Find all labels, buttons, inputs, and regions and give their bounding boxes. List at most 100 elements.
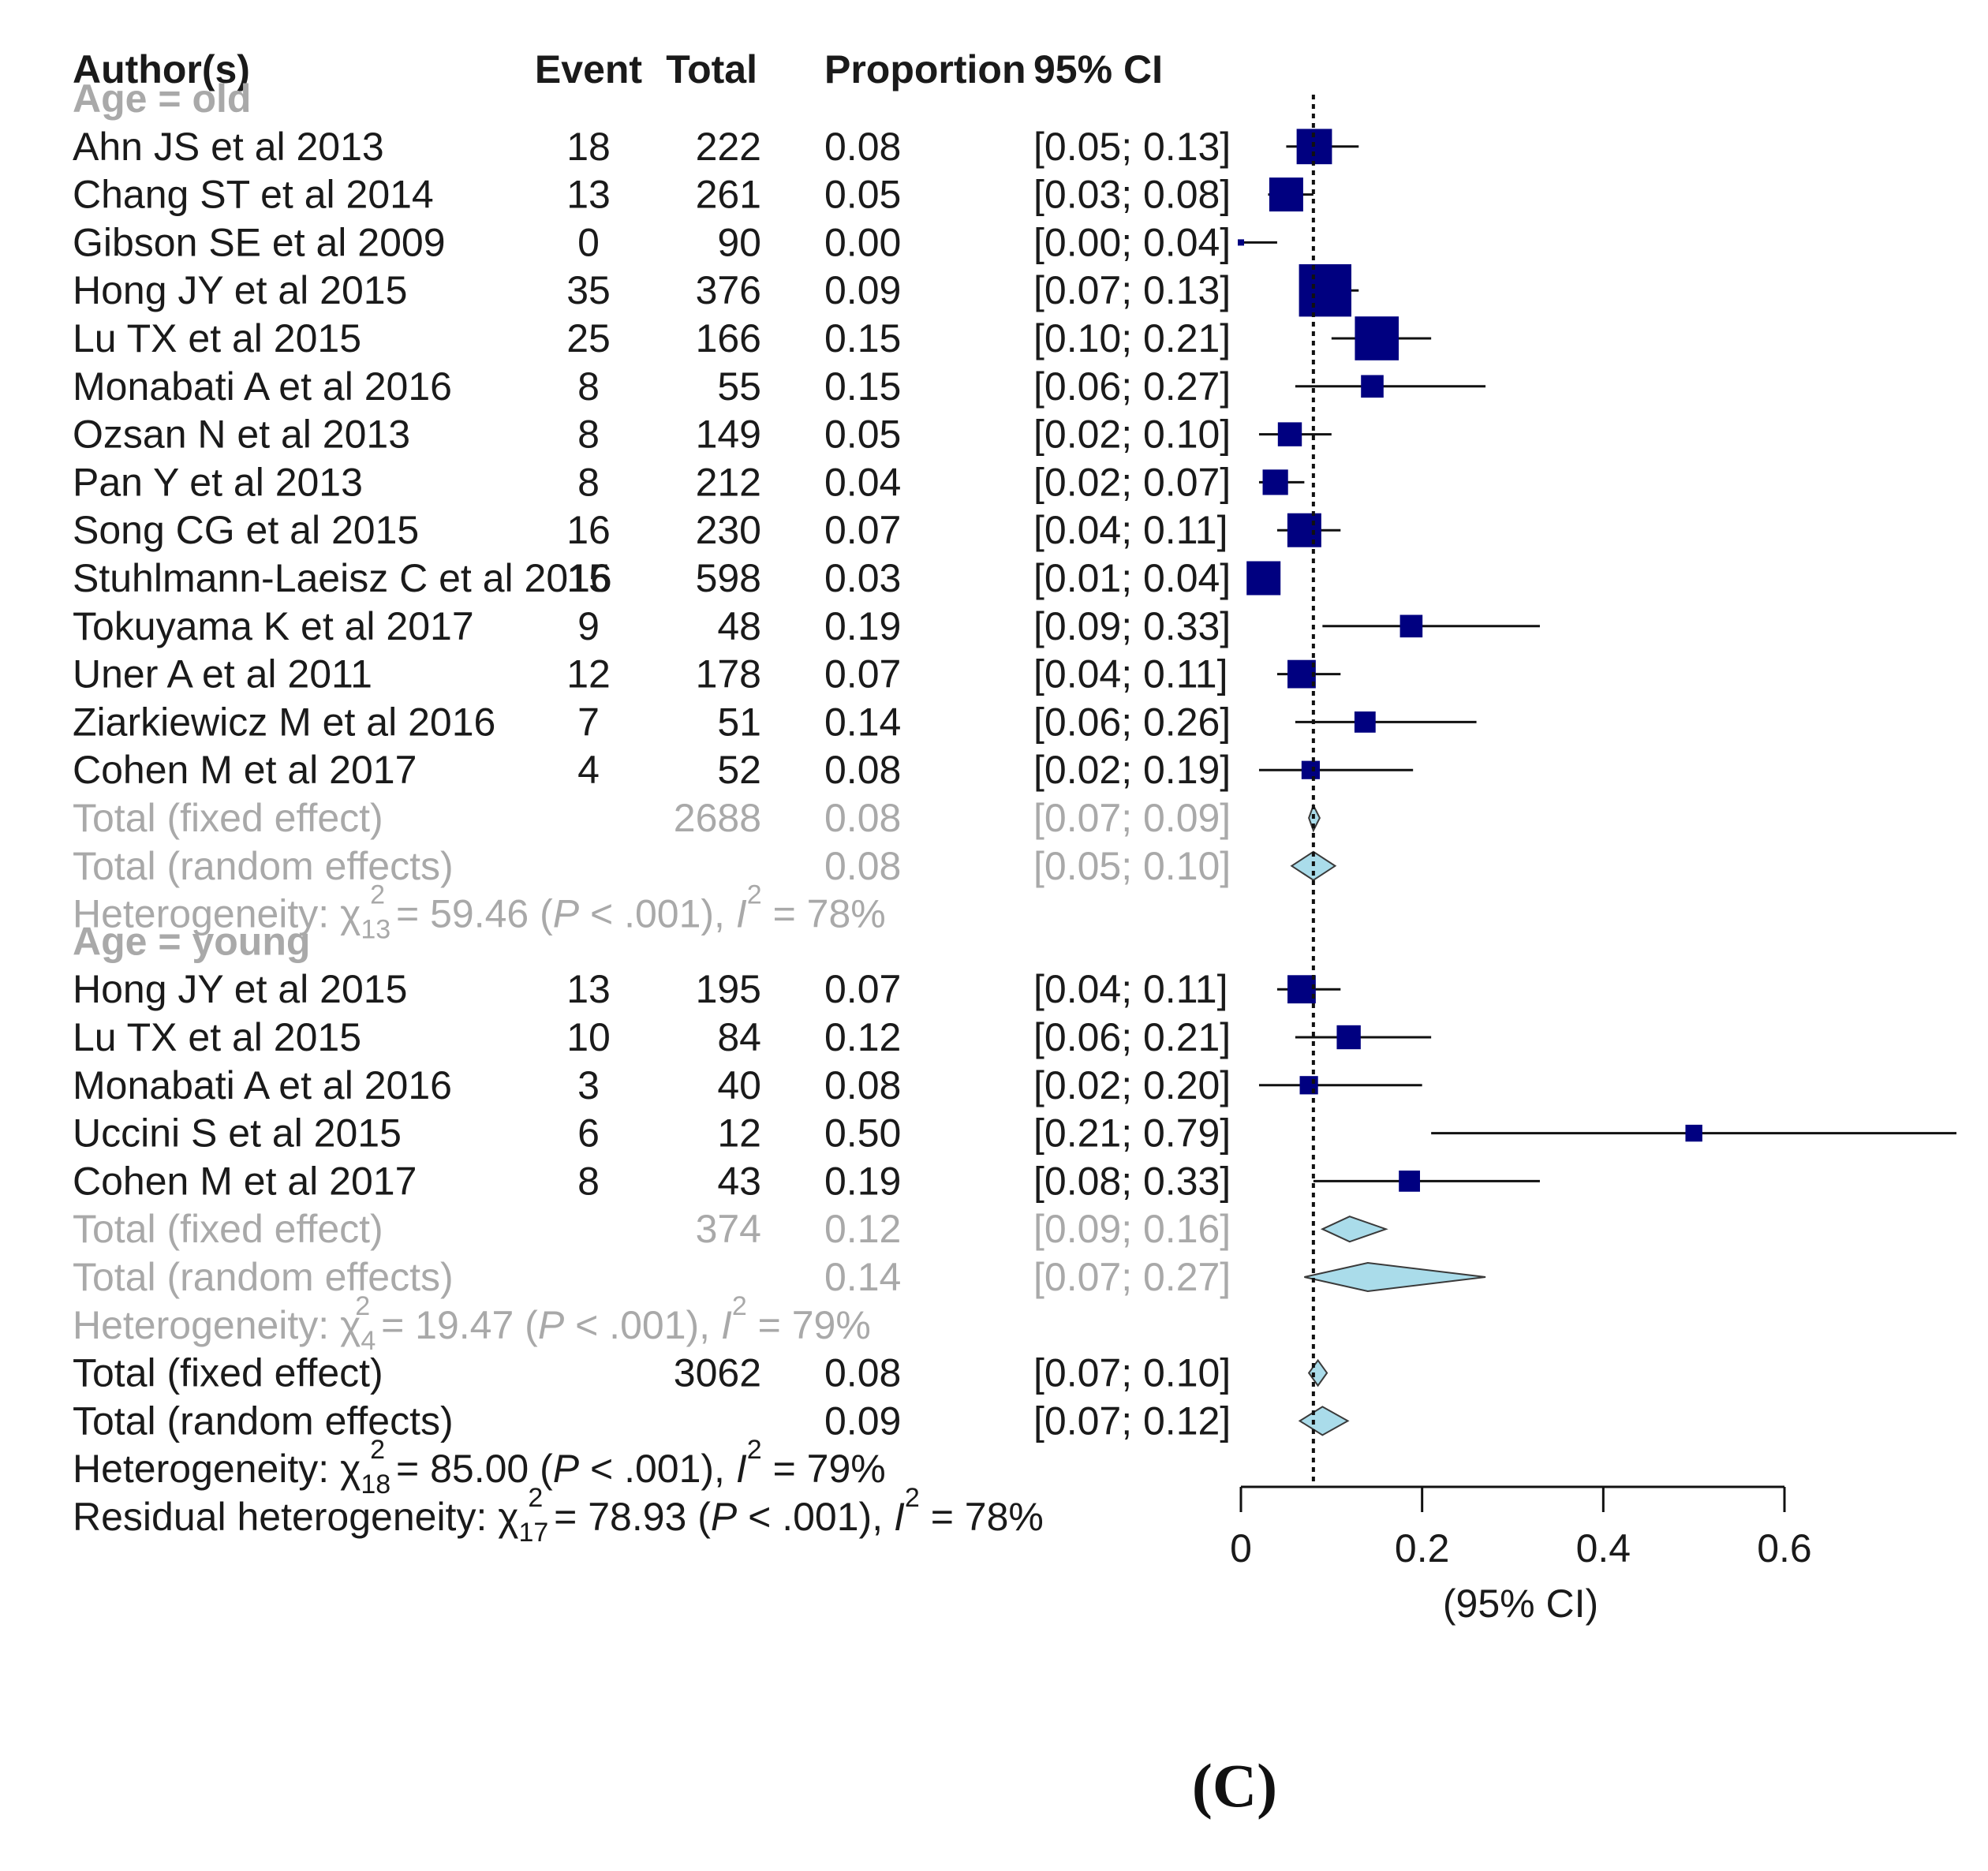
study-weight-square <box>1246 561 1281 596</box>
subgroup-heterogeneity-i-symbol: I <box>721 1303 732 1347</box>
study-ci: [0.06; 0.27] <box>1033 364 1231 409</box>
subgroup-heterogeneity-p-symbol: P <box>538 1303 565 1347</box>
study-event: 7 <box>577 700 600 744</box>
study-weight-square <box>1287 659 1316 689</box>
total-fixed-ci: [0.07; 0.09] <box>1033 796 1231 840</box>
study-weight-square <box>1299 264 1351 317</box>
pooled-random-diamond <box>1298 1406 1350 1436</box>
study-weight-square <box>1238 239 1244 246</box>
subgroup-heterogeneity-p-symbol: P <box>553 892 580 936</box>
header-event: Event <box>535 47 643 91</box>
study-ci: [0.02; 0.10] <box>1033 413 1231 457</box>
subgroup-label: Age = old <box>73 77 251 121</box>
pooled-random-diamond <box>1304 1261 1486 1293</box>
study-proportion: 0.09 <box>824 268 901 312</box>
study-weight-square <box>1287 975 1316 1004</box>
study-event: 9 <box>577 604 600 648</box>
study-total: 166 <box>696 316 761 360</box>
study-event: 8 <box>577 364 600 409</box>
subgroup-heterogeneity-i-symbol: I <box>736 892 747 936</box>
total-random-label: Total (random effects) <box>73 1399 454 1443</box>
study-event: 8 <box>577 1159 600 1203</box>
study-proportion: 0.19 <box>824 1159 901 1203</box>
study-total: 43 <box>717 1159 761 1203</box>
study-total: 230 <box>696 508 761 552</box>
study-proportion: 0.07 <box>824 967 901 1011</box>
study-author: Gibson SE et al 2009 <box>73 220 446 264</box>
study-ci: [0.09; 0.33] <box>1033 604 1231 648</box>
total-random-label: Total (random effects) <box>73 844 454 888</box>
total-random-label: Total (random effects) <box>73 1255 454 1299</box>
overall-heterogeneity-value: = 85.00 ( <box>385 1447 553 1491</box>
subgroup-heterogeneity-i-square: 2 <box>732 1291 747 1321</box>
study-weight-square <box>1361 375 1384 398</box>
study-author: Monabati A et al 2016 <box>73 1063 452 1107</box>
study-proportion: 0.04 <box>824 460 901 504</box>
study-author: Stuhlmann-Laeisz C et al 2016 <box>73 556 612 600</box>
study-author: Lu TX et al 2015 <box>73 1015 361 1059</box>
study-proportion: 0.05 <box>824 173 901 217</box>
subgroup-heterogeneity-df: 13 <box>361 915 390 945</box>
study-author: Chang ST et al 2014 <box>73 173 434 217</box>
total-fixed-proportion: 0.08 <box>824 1351 901 1395</box>
study-weight-square <box>1269 177 1303 212</box>
total-fixed-label: Total (fixed effect) <box>73 1351 383 1395</box>
study-weight-square <box>1399 1171 1420 1192</box>
x-axis-label: (95% CI) <box>1443 1582 1598 1626</box>
overall-heterogeneity-i-symbol: I <box>736 1447 747 1491</box>
study-event: 4 <box>577 748 600 792</box>
residual-heterogeneity-value: = 78.93 ( <box>543 1495 711 1539</box>
study-author: Cohen M et al 2017 <box>73 748 417 792</box>
study-ci: [0.04; 0.11] <box>1033 652 1228 696</box>
subgroup-heterogeneity-chi-square: 2 <box>355 1291 370 1321</box>
residual-heterogeneity-p-text: < .001), <box>737 1495 894 1539</box>
study-proportion: 0.50 <box>824 1111 901 1156</box>
total-random-ci: [0.07; 0.12] <box>1033 1399 1231 1443</box>
study-ci: [0.02; 0.07] <box>1033 460 1231 504</box>
study-proportion: 0.07 <box>824 508 901 552</box>
study-event: 12 <box>566 652 611 696</box>
residual-heterogeneity-p-symbol: P <box>711 1495 738 1539</box>
residual-heterogeneity-chi-square: 2 <box>528 1483 543 1513</box>
study-total: 55 <box>717 364 761 409</box>
residual-heterogeneity-i-symbol: I <box>894 1495 905 1539</box>
study-author: Hong JY et al 2015 <box>73 967 407 1011</box>
study-event: 8 <box>577 460 600 504</box>
study-author: Uccini S et al 2015 <box>73 1111 402 1156</box>
study-ci: [0.10; 0.21] <box>1033 316 1231 360</box>
study-author: Uner A et al 2011 <box>73 652 372 696</box>
overall-heterogeneity-df: 18 <box>361 1470 390 1499</box>
study-ci: [0.02; 0.19] <box>1033 748 1231 792</box>
study-ci: [0.06; 0.26] <box>1033 700 1231 744</box>
total-random-proportion: 0.14 <box>824 1255 901 1299</box>
total-random-ci: [0.05; 0.10] <box>1033 844 1231 888</box>
study-weight-square <box>1685 1124 1702 1142</box>
subgroup-heterogeneity-chi-symbol: χ <box>340 1303 361 1347</box>
subgroup-heterogeneity-p-text: < .001), <box>564 1303 721 1347</box>
study-weight-square <box>1287 513 1321 547</box>
study-weight-square <box>1336 1025 1361 1050</box>
total-fixed-proportion: 0.12 <box>824 1207 901 1251</box>
study-total: 195 <box>696 967 761 1011</box>
total-random-ci: [0.07; 0.27] <box>1033 1255 1231 1299</box>
x-tick-label: 0 <box>1230 1526 1252 1570</box>
study-author: Pan Y et al 2013 <box>73 460 363 504</box>
study-event: 10 <box>566 1015 611 1059</box>
study-ci: [0.02; 0.20] <box>1033 1063 1231 1107</box>
x-tick-label: 0.2 <box>1395 1526 1450 1570</box>
study-event: 18 <box>566 125 611 169</box>
study-total: 90 <box>717 220 761 264</box>
study-total: 261 <box>696 173 761 217</box>
residual-heterogeneity-df: 17 <box>518 1518 548 1548</box>
subgroup-heterogeneity-value: = 59.46 ( <box>385 892 553 936</box>
total-fixed-label: Total (fixed effect) <box>73 1207 383 1251</box>
study-proportion: 0.15 <box>824 364 901 409</box>
study-ci: [0.05; 0.13] <box>1033 125 1231 169</box>
study-total: 212 <box>696 460 761 504</box>
overall-heterogeneity-chi-square: 2 <box>370 1435 385 1465</box>
study-event: 8 <box>577 413 600 457</box>
residual-heterogeneity: Residual heterogeneity: χ172 = 78.93 (P … <box>73 1483 1044 1548</box>
pooled-fixed-diamond <box>1307 1358 1328 1387</box>
subgroup-heterogeneity-df: 4 <box>361 1326 376 1356</box>
